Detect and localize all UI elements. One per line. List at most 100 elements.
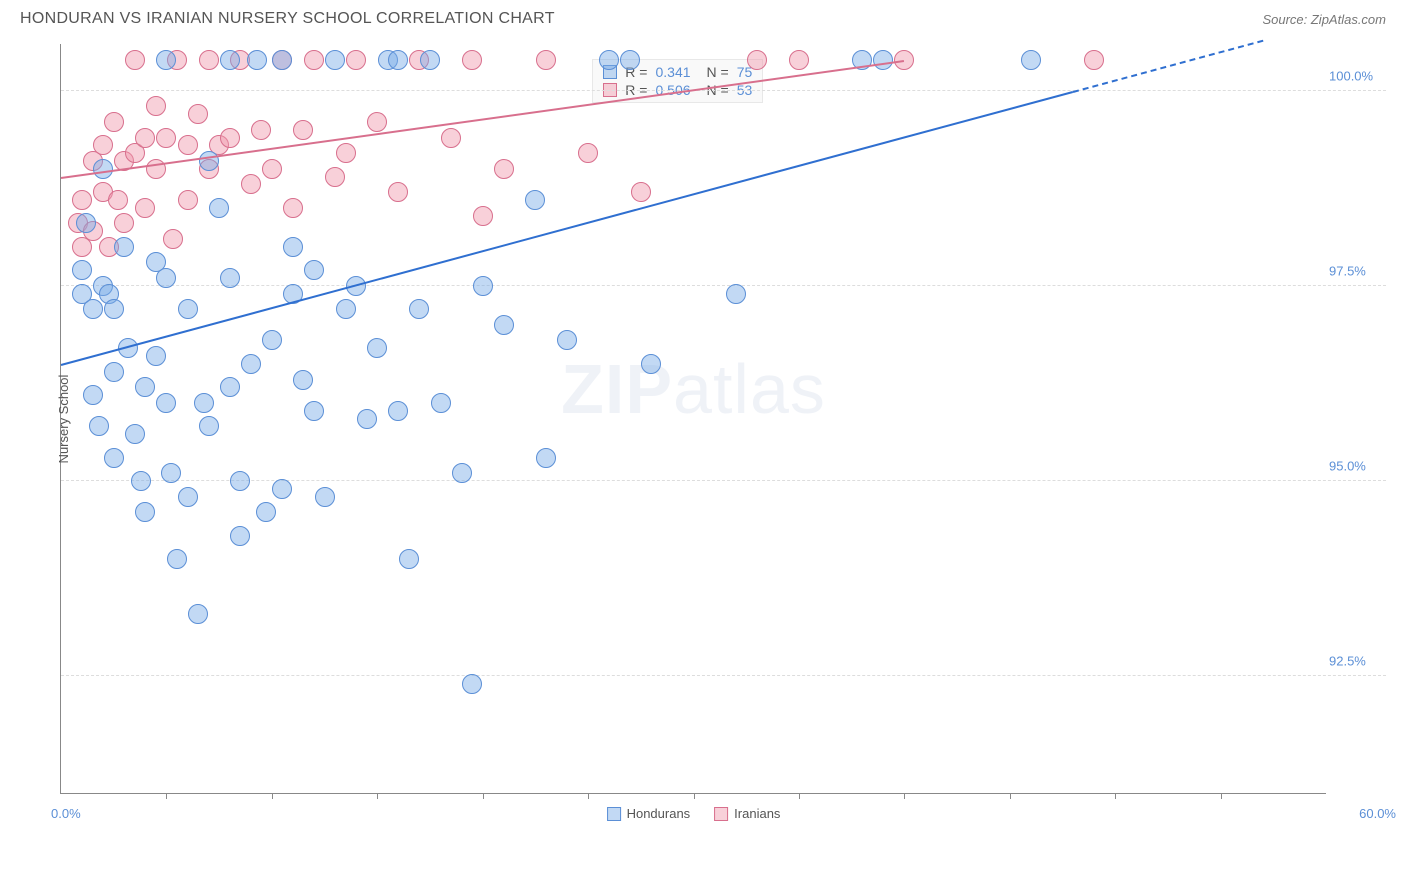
scatter-point: [230, 526, 250, 546]
scatter-point: [256, 502, 276, 522]
scatter-point: [336, 143, 356, 163]
scatter-point: [726, 284, 746, 304]
scatter-point: [578, 143, 598, 163]
scatter-point: [93, 159, 113, 179]
scatter-point: [93, 135, 113, 155]
gridline: [61, 285, 1386, 286]
gridline: [61, 675, 1386, 676]
scatter-point: [131, 471, 151, 491]
scatter-point: [199, 50, 219, 70]
scatter-point: [494, 315, 514, 335]
scatter-point: [178, 299, 198, 319]
chart-title: HONDURAN VS IRANIAN NURSERY SCHOOL CORRE…: [20, 10, 555, 28]
scatter-point: [388, 182, 408, 202]
scatter-point: [293, 120, 313, 140]
scatter-point: [104, 112, 124, 132]
scatter-point: [241, 354, 261, 374]
scatter-point: [293, 370, 313, 390]
scatter-point: [83, 385, 103, 405]
x-tick: [1115, 793, 1116, 799]
scatter-point: [199, 151, 219, 171]
scatter-point: [220, 50, 240, 70]
scatter-point: [367, 338, 387, 358]
legend-series-name: Iranians: [734, 806, 780, 821]
source-credit: Source: ZipAtlas.com: [1262, 12, 1386, 27]
scatter-point: [262, 330, 282, 350]
scatter-point: [135, 502, 155, 522]
scatter-point: [315, 487, 335, 507]
scatter-point: [557, 330, 577, 350]
legend-series-name: Hondurans: [627, 806, 691, 821]
scatter-point: [247, 50, 267, 70]
scatter-point: [473, 276, 493, 296]
scatter-point: [167, 549, 187, 569]
scatter-point: [388, 50, 408, 70]
scatter-point: [631, 182, 651, 202]
scatter-point: [367, 112, 387, 132]
scatter-point: [104, 362, 124, 382]
y-tick-label: 100.0%: [1329, 68, 1384, 83]
scatter-point: [178, 135, 198, 155]
y-tick-label: 92.5%: [1329, 653, 1384, 668]
plot-area: ZIPatlas Nursery School 0.0% 60.0% Hondu…: [60, 44, 1326, 794]
x-axis-start-label: 0.0%: [51, 806, 81, 821]
scatter-point: [209, 198, 229, 218]
scatter-point: [325, 167, 345, 187]
scatter-point: [114, 213, 134, 233]
x-tick: [904, 793, 905, 799]
legend-r-value: 0.341: [655, 64, 690, 80]
scatter-point: [325, 50, 345, 70]
scatter-point: [125, 424, 145, 444]
x-tick: [799, 793, 800, 799]
x-axis-end-label: 60.0%: [1359, 806, 1396, 821]
scatter-point: [114, 237, 134, 257]
scatter-point: [220, 268, 240, 288]
scatter-point: [620, 50, 640, 70]
scatter-point: [283, 237, 303, 257]
scatter-point: [220, 377, 240, 397]
scatter-point: [146, 96, 166, 116]
scatter-point: [135, 377, 155, 397]
scatter-point: [104, 299, 124, 319]
watermark: ZIPatlas: [561, 349, 826, 429]
scatter-point: [163, 229, 183, 249]
x-tick: [1010, 793, 1011, 799]
scatter-point: [388, 401, 408, 421]
scatter-point: [357, 409, 377, 429]
scatter-point: [156, 268, 176, 288]
x-tick: [272, 793, 273, 799]
scatter-point: [304, 260, 324, 280]
series-legend: Hondurans Iranians: [607, 806, 781, 821]
scatter-point: [1084, 50, 1104, 70]
scatter-point: [894, 50, 914, 70]
scatter-point: [599, 50, 619, 70]
scatter-point: [473, 206, 493, 226]
scatter-point: [230, 471, 250, 491]
scatter-point: [178, 190, 198, 210]
y-axis-label: Nursery School: [56, 374, 71, 463]
x-tick: [1221, 793, 1222, 799]
scatter-point: [241, 174, 261, 194]
scatter-point: [220, 128, 240, 148]
x-tick: [588, 793, 589, 799]
scatter-point: [194, 393, 214, 413]
scatter-point: [108, 190, 128, 210]
scatter-point: [304, 50, 324, 70]
scatter-point: [104, 448, 124, 468]
scatter-point: [199, 416, 219, 436]
scatter-point: [789, 50, 809, 70]
correlation-legend: R =0.341N =75R =0.506N =53: [592, 59, 763, 103]
scatter-point: [431, 393, 451, 413]
scatter-point: [83, 299, 103, 319]
scatter-point: [536, 50, 556, 70]
scatter-point: [188, 104, 208, 124]
scatter-point: [146, 346, 166, 366]
scatter-point: [72, 190, 92, 210]
x-tick: [483, 793, 484, 799]
scatter-point: [76, 213, 96, 233]
scatter-point: [747, 50, 767, 70]
legend-swatch: [714, 807, 728, 821]
scatter-point: [283, 198, 303, 218]
scatter-point: [873, 50, 893, 70]
legend-swatch: [607, 807, 621, 821]
